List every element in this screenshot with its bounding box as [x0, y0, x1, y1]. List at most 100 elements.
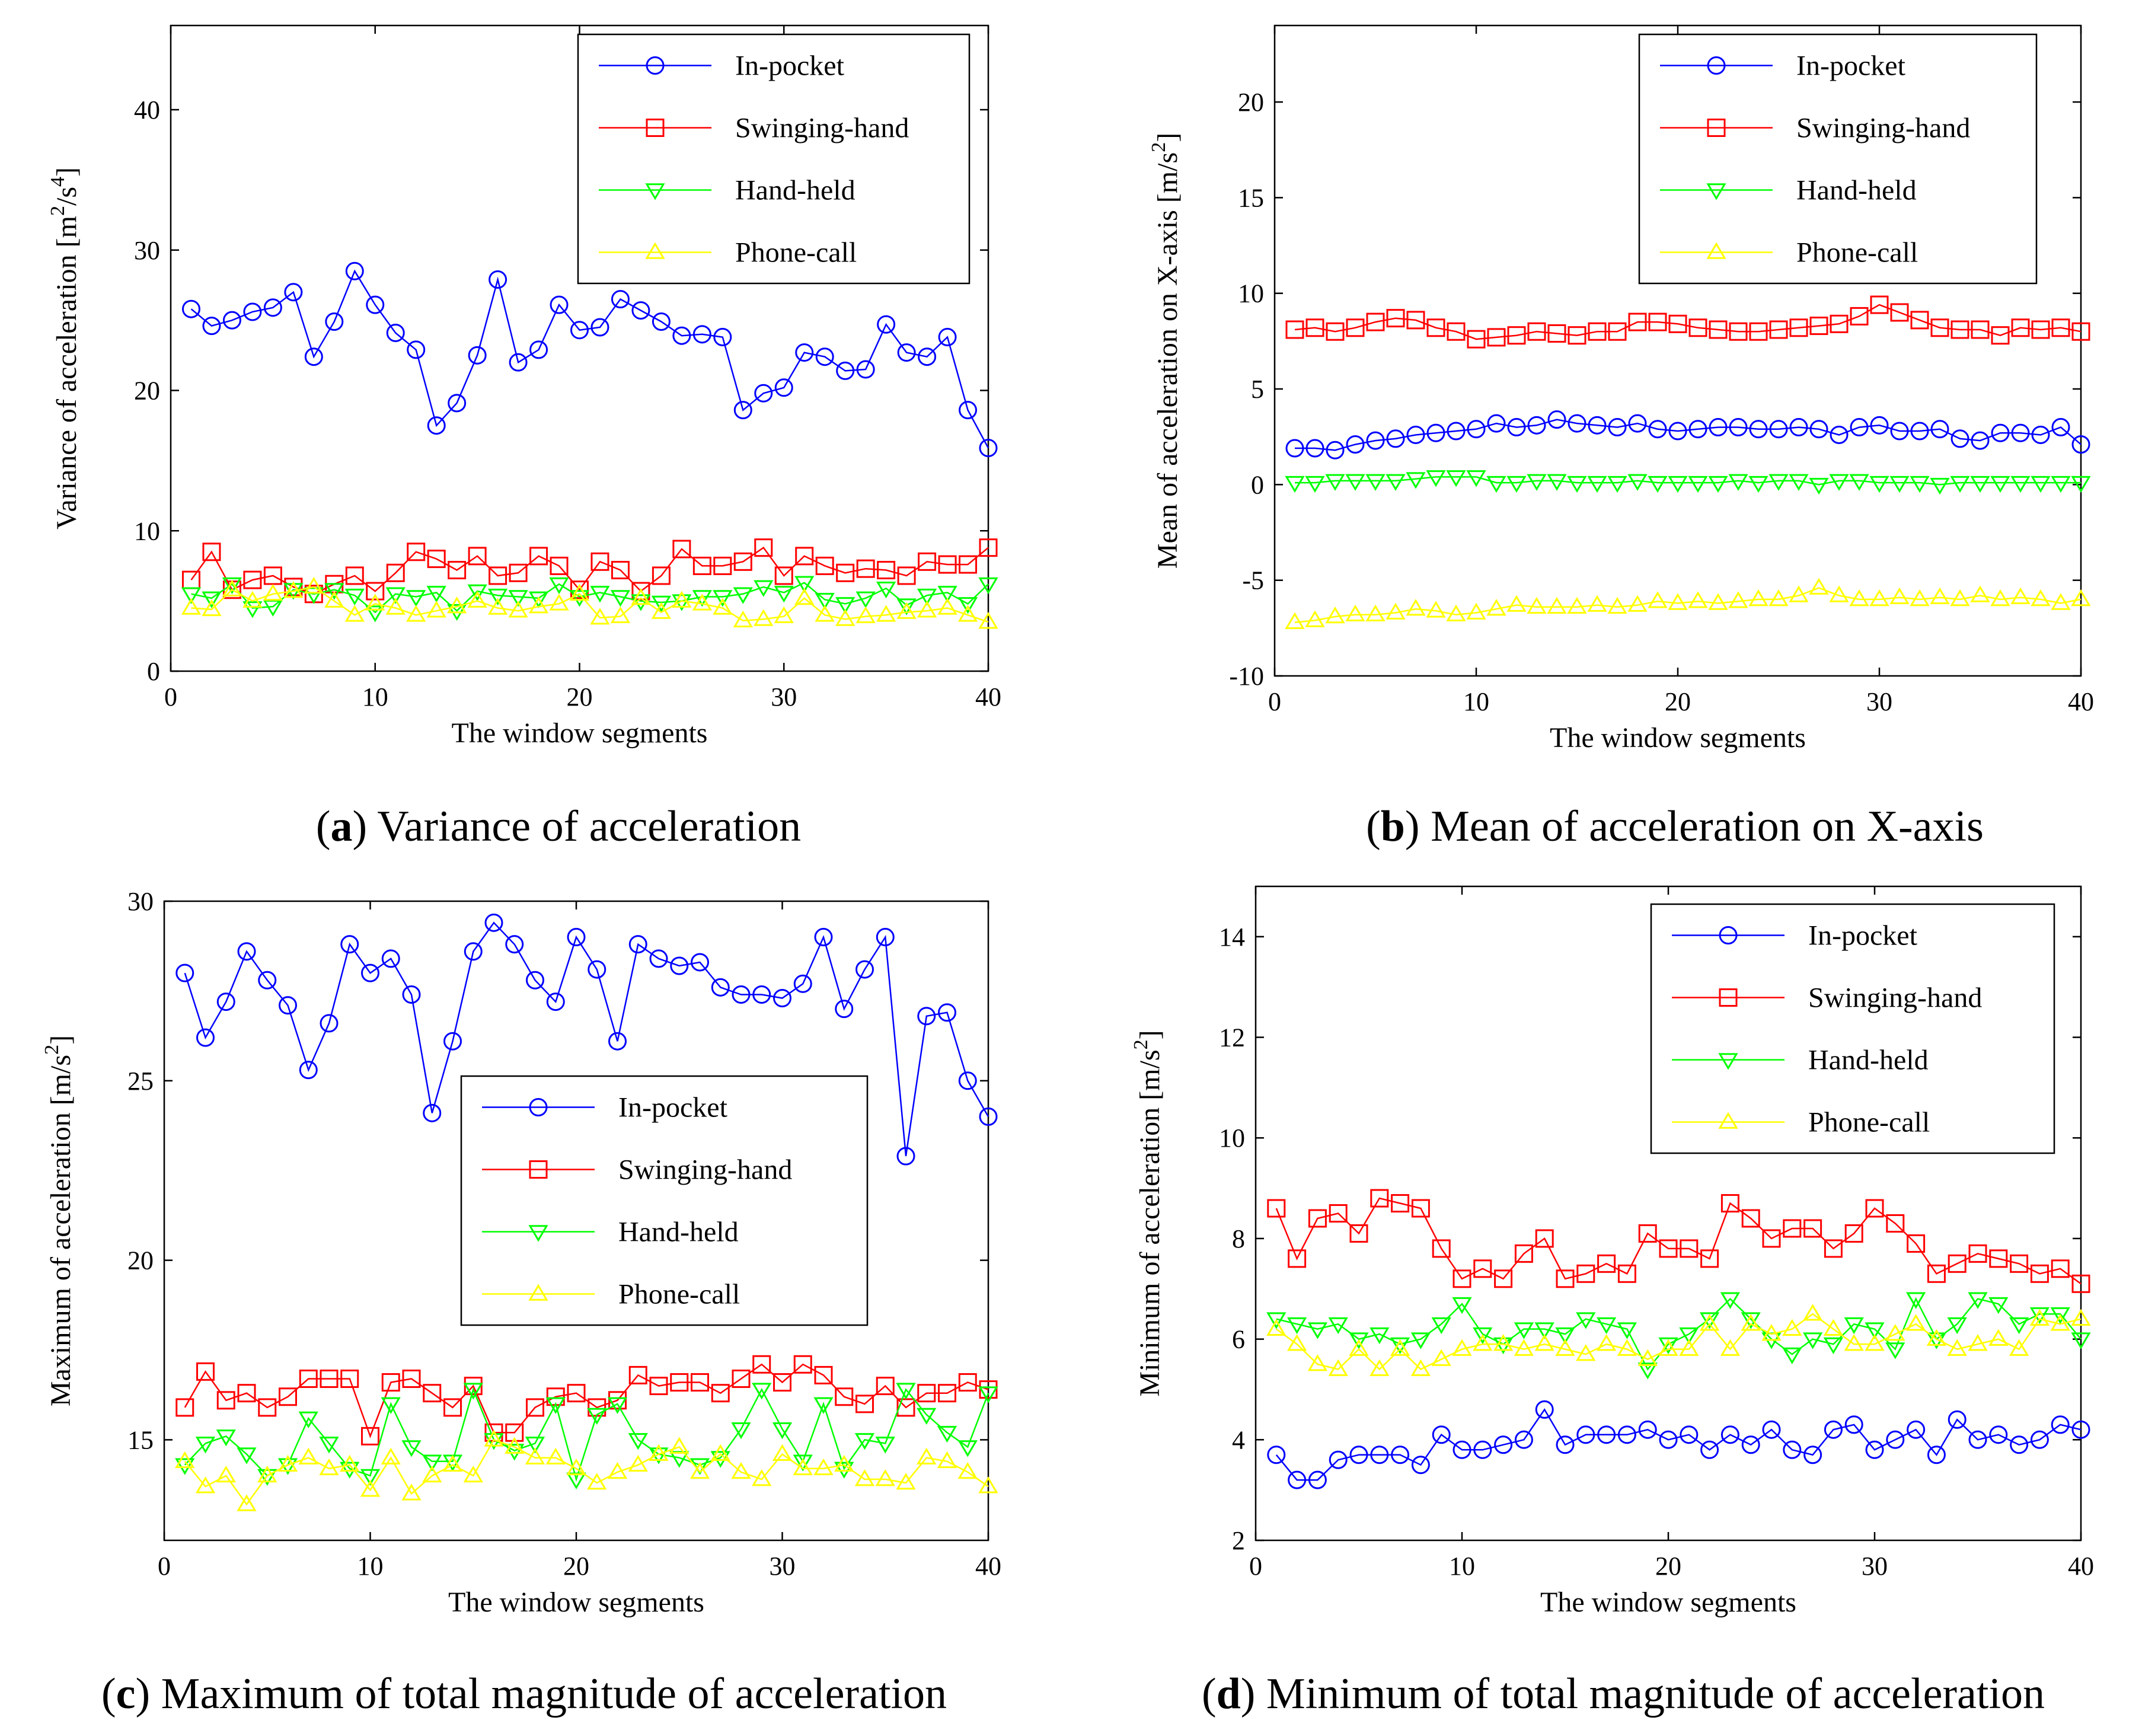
data-point — [570, 580, 589, 599]
data-point — [1267, 1199, 1286, 1218]
data-point — [181, 587, 202, 604]
data-point — [651, 602, 672, 619]
data-point — [1844, 1334, 1864, 1351]
data-point — [1266, 1319, 1287, 1336]
data-point — [324, 583, 344, 600]
data-point — [1783, 1219, 1802, 1238]
data-point — [1514, 1339, 1534, 1356]
data-point — [1849, 474, 1869, 491]
data-point — [549, 593, 569, 611]
data-point — [1668, 422, 1687, 441]
data-point — [1305, 318, 1324, 337]
data-point — [525, 1447, 545, 1465]
data-point — [366, 582, 385, 601]
data-point — [1527, 416, 1546, 435]
data-point — [815, 592, 835, 610]
data-point — [2010, 587, 2031, 605]
data-point — [1930, 420, 1949, 439]
data-point — [590, 552, 609, 571]
legend-marker — [1718, 1053, 1738, 1070]
data-point — [713, 590, 733, 607]
legend: In-pocket Swinging-hand Hand-held Phone-cal… — [1638, 33, 2038, 285]
data-point — [401, 1483, 422, 1501]
data-point — [1487, 328, 1506, 347]
data-point — [692, 325, 711, 344]
legend-box — [1650, 903, 2055, 1154]
data-point — [876, 582, 896, 599]
data-point — [733, 587, 753, 604]
data-point — [1473, 1259, 1492, 1278]
data-point — [1305, 476, 1325, 493]
data-point — [567, 928, 586, 947]
data-point — [774, 566, 793, 585]
data-point — [550, 556, 569, 575]
legend-label: In-pocket — [735, 50, 845, 82]
legend-label: Swinging-hand — [735, 113, 909, 144]
data-point — [590, 586, 610, 603]
data-point — [345, 261, 364, 280]
data-point — [1971, 320, 1990, 339]
data-point — [1426, 423, 1445, 442]
data-point — [1659, 1430, 1678, 1449]
y-axis-label-end: ] — [51, 167, 82, 177]
data-point — [304, 347, 323, 366]
caption-a: (a) Variance of acceleration — [316, 802, 801, 851]
data-point — [407, 340, 426, 359]
data-point — [1588, 322, 1607, 341]
data-point — [1907, 1234, 1926, 1253]
data-point — [1988, 1297, 2009, 1314]
data-point — [1802, 1304, 1823, 1321]
data-point — [2071, 1309, 2091, 1326]
caption-c-text: Maximum of total magnitude of accelerati… — [161, 1670, 947, 1718]
data-point — [815, 556, 834, 575]
data-point — [1628, 414, 1647, 433]
y-tick-label: 25 — [127, 1067, 154, 1096]
y-axis-label-main: Maximum of acceleration [m/s — [45, 1055, 76, 1406]
data-point — [835, 597, 855, 614]
data-point — [854, 1433, 875, 1450]
data-point — [1782, 1319, 1802, 1336]
data-point — [795, 343, 814, 362]
data-point — [1991, 326, 2010, 345]
legend-label: Hand-held — [735, 175, 855, 206]
data-point — [1576, 1264, 1595, 1283]
caption-d-letter: d — [1217, 1670, 1241, 1718]
data-point — [607, 1461, 628, 1479]
legend-marker — [646, 119, 665, 137]
data-point — [1486, 599, 1506, 616]
data-point — [1487, 414, 1506, 433]
y-axis-label: Variance of acceleration [m2/s4] — [47, 167, 82, 529]
data-point — [1370, 1359, 1390, 1376]
x-tick-label: 40 — [975, 1552, 1001, 1581]
data-point — [2050, 1307, 2070, 1325]
data-point — [1555, 1339, 1575, 1356]
series-line — [1275, 1197, 2082, 1285]
data-point — [1307, 1354, 1328, 1371]
data-point — [1467, 420, 1486, 439]
data-point — [1680, 1425, 1699, 1444]
data-point — [1535, 1229, 1554, 1248]
x-axis-label: The window segments — [1550, 722, 1806, 754]
data-point — [1587, 476, 1607, 493]
y-axis-label-superscript: 2 — [1130, 1039, 1152, 1049]
data-point — [1905, 1314, 1926, 1331]
data-point — [2051, 476, 2071, 493]
y-tick-label: -10 — [1229, 662, 1264, 691]
series-line — [184, 921, 989, 1157]
data-point — [1824, 1239, 1843, 1258]
data-point — [258, 971, 277, 990]
data-point — [1386, 309, 1405, 328]
data-point — [1968, 1292, 1988, 1309]
data-point — [631, 301, 650, 320]
legend-marker — [1718, 1112, 1738, 1129]
data-point — [1809, 420, 1828, 439]
x-tick-label: 40 — [975, 682, 1001, 711]
data-point — [1285, 476, 1305, 493]
data-point — [1328, 1359, 1348, 1376]
series-swinging-hand — [181, 538, 998, 604]
series-line — [1294, 304, 2082, 340]
data-point — [1466, 602, 1486, 620]
data-point — [1889, 476, 1910, 493]
legend-item: Swinging-hand — [599, 113, 909, 144]
legend-label: Phone-call — [735, 237, 857, 269]
